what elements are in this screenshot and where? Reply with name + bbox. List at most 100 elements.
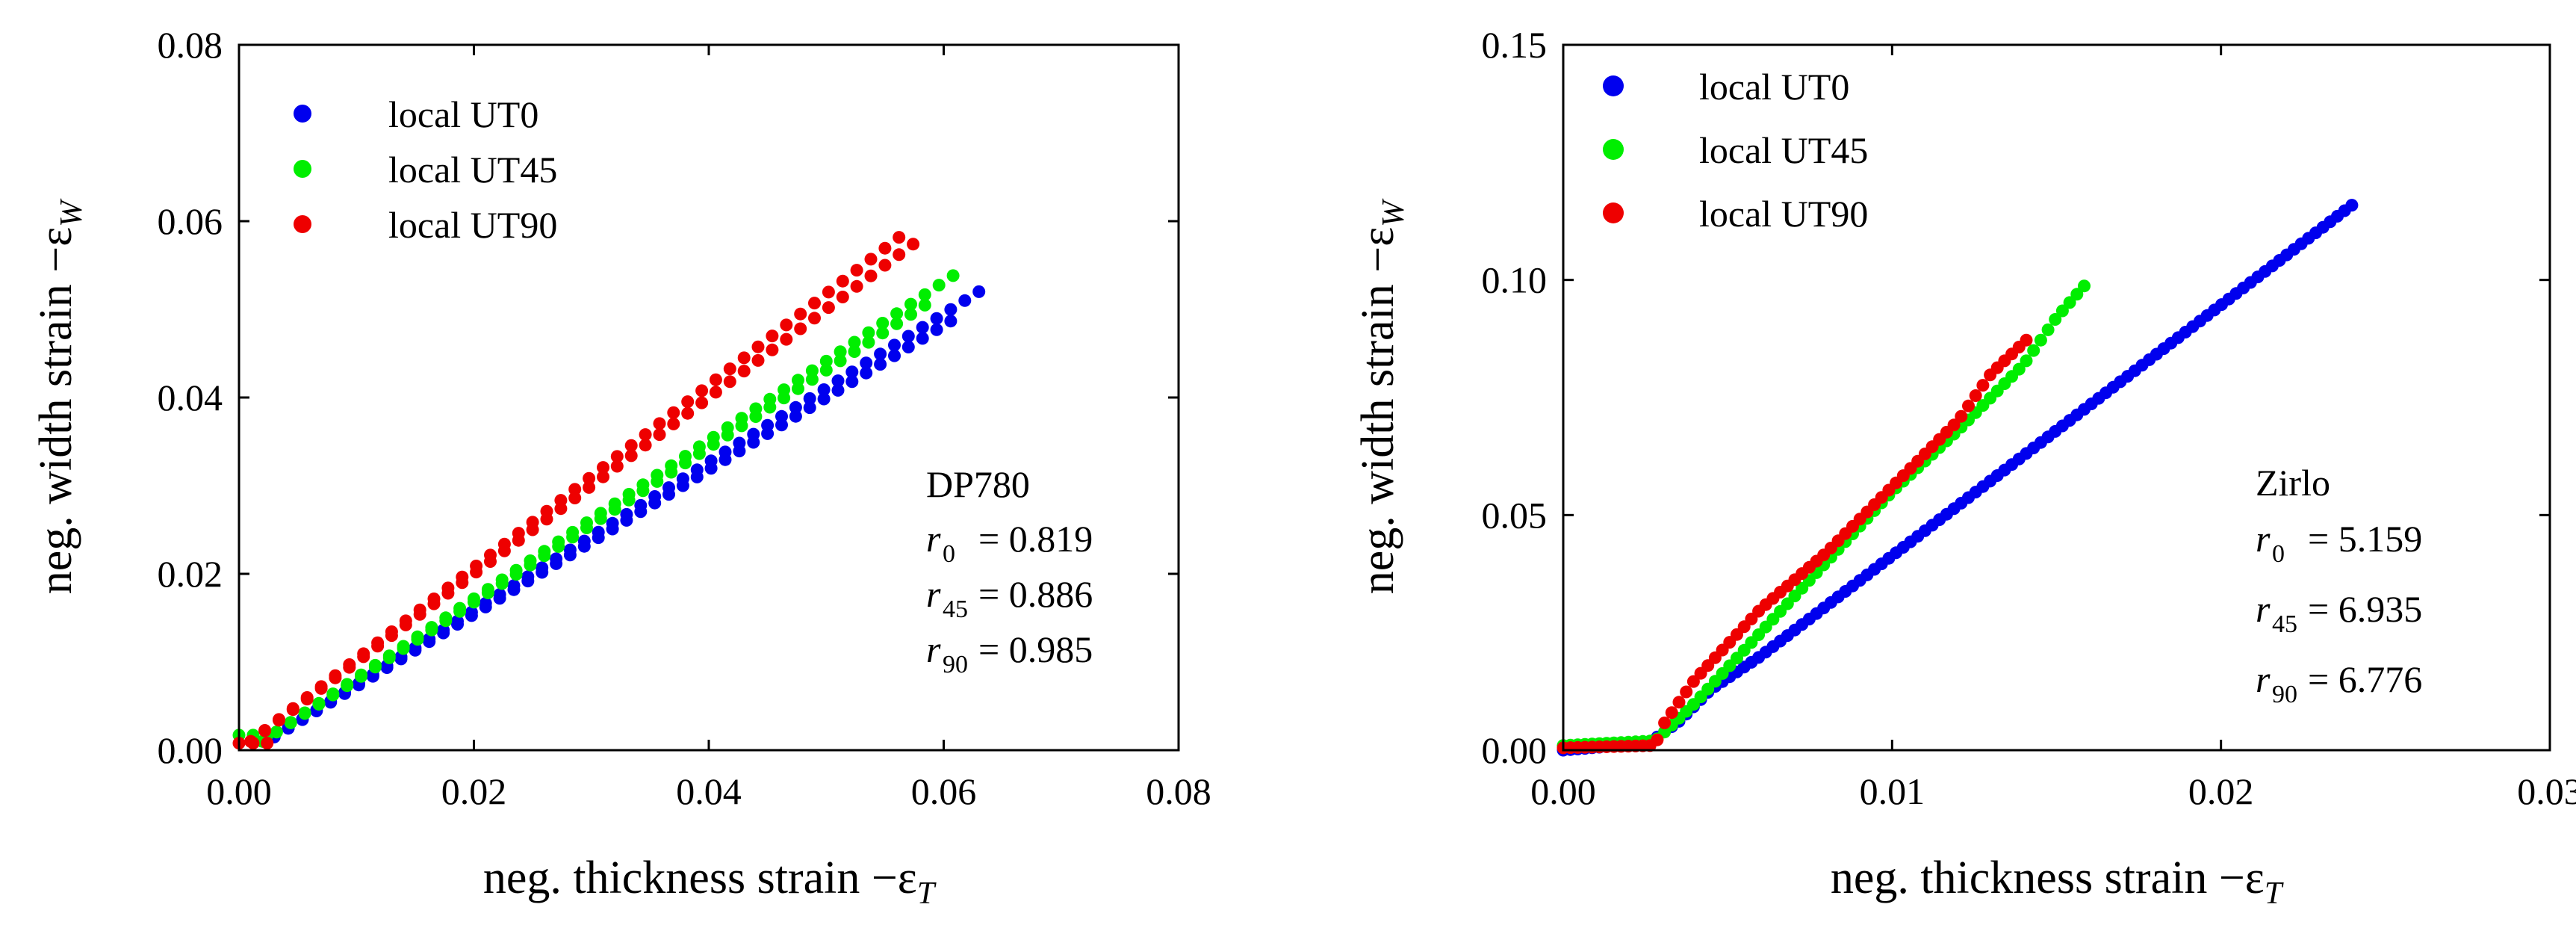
- data-point: [733, 445, 746, 458]
- data-point: [862, 326, 875, 339]
- x-tick-label: 0.08: [1146, 770, 1211, 812]
- data-point: [792, 382, 804, 395]
- r45-subscript: 45: [2272, 610, 2297, 638]
- y-tick-label: 0.00: [158, 729, 223, 771]
- data-point: [1680, 685, 1693, 699]
- legend-marker-ut0: [1603, 75, 1624, 96]
- data-point: [343, 661, 356, 674]
- x-tick-label: 0.03: [2517, 770, 2576, 812]
- data-point: [437, 626, 450, 640]
- x-tick-label: 0.06: [911, 770, 977, 812]
- data-point: [763, 400, 777, 414]
- data-point: [497, 544, 511, 557]
- x-axis-label: neg. thickness strain −εT: [483, 853, 937, 911]
- legend-marker-ut45: [1603, 139, 1624, 160]
- data-point: [944, 303, 958, 316]
- data-point: [456, 576, 469, 590]
- plot-frame: [1562, 43, 2551, 752]
- data-point: [803, 401, 816, 415]
- data-point: [681, 395, 695, 409]
- legend: local UT0 local UT45 local UT90: [1603, 66, 1868, 235]
- data-point: [819, 363, 833, 377]
- r90-value: = 6.776: [2308, 658, 2422, 700]
- legend-label-ut0: local UT0: [388, 93, 539, 135]
- data-point: [794, 307, 807, 321]
- data-point: [355, 669, 367, 683]
- data-point: [681, 406, 695, 420]
- data-point: [399, 618, 412, 631]
- data-point: [1947, 418, 1961, 432]
- material-label: Zirlo: [2256, 462, 2330, 504]
- x-tick-label: 0.02: [2188, 770, 2254, 812]
- series-local-ut45: [232, 269, 960, 748]
- data-point: [794, 322, 807, 335]
- data-point: [594, 512, 607, 525]
- x-tick-label: 0.01: [1860, 770, 1925, 812]
- data-point: [385, 629, 398, 643]
- y-tick-label: 0.15: [1482, 24, 1548, 66]
- data-point: [904, 308, 917, 321]
- data-point: [286, 703, 300, 717]
- data-point: [723, 375, 736, 389]
- data-point: [918, 298, 931, 312]
- data-point: [357, 650, 370, 664]
- data-point: [409, 643, 422, 657]
- data-point: [709, 386, 722, 399]
- legend-marker-ut45: [294, 160, 311, 178]
- data-point: [735, 419, 748, 433]
- data-point: [427, 597, 441, 610]
- data-point: [540, 513, 553, 526]
- data-point: [775, 418, 788, 432]
- r45-symbol: r: [2256, 588, 2271, 630]
- data-point: [634, 505, 648, 519]
- r0-value: = 0.819: [978, 518, 1093, 560]
- data-point: [803, 392, 816, 405]
- data-point: [563, 548, 577, 562]
- data-point: [707, 438, 720, 451]
- data-point: [512, 533, 525, 547]
- data-point: [493, 592, 506, 605]
- data-point: [484, 555, 497, 568]
- data-point: [932, 279, 946, 292]
- data-point: [676, 479, 689, 492]
- data-point: [667, 406, 680, 419]
- data-point: [622, 493, 636, 507]
- series-local-ut0: [267, 285, 986, 743]
- legend-marker-ut0: [294, 105, 311, 123]
- data-point: [848, 345, 861, 358]
- data-point: [893, 248, 906, 262]
- data-point: [805, 373, 819, 386]
- data-point: [848, 335, 861, 349]
- data-point: [778, 392, 791, 405]
- data-point: [850, 264, 863, 277]
- data-point: [298, 707, 311, 720]
- data-point: [876, 327, 890, 340]
- data-point: [845, 375, 859, 389]
- data-point: [592, 531, 605, 545]
- data-point: [1976, 379, 1990, 392]
- data-point: [860, 366, 873, 380]
- data-point: [817, 392, 831, 406]
- data-point: [465, 609, 478, 622]
- data-point: [780, 332, 793, 346]
- legend-label-ut45: local UT45: [1699, 129, 1868, 171]
- data-point: [719, 453, 732, 466]
- data-point: [411, 633, 424, 646]
- y-axis-label: neg. width strain −εW: [31, 198, 89, 595]
- data-point: [751, 353, 765, 367]
- y-tick-label: 0.02: [158, 553, 223, 595]
- data-point: [624, 439, 638, 452]
- data-point: [481, 587, 494, 599]
- data-point: [918, 288, 931, 301]
- data-point: [904, 297, 917, 311]
- y-tick-label: 0.00: [1482, 729, 1548, 771]
- data-point: [1672, 696, 1686, 709]
- legend-label-ut90: local UT90: [388, 204, 557, 246]
- data-point: [930, 312, 943, 325]
- legend-marker-ut90: [294, 215, 311, 233]
- data-point: [639, 439, 652, 452]
- r45-symbol: r: [926, 573, 941, 615]
- data-point: [394, 652, 408, 666]
- data-point: [583, 480, 596, 494]
- r0-symbol: r: [2256, 518, 2271, 560]
